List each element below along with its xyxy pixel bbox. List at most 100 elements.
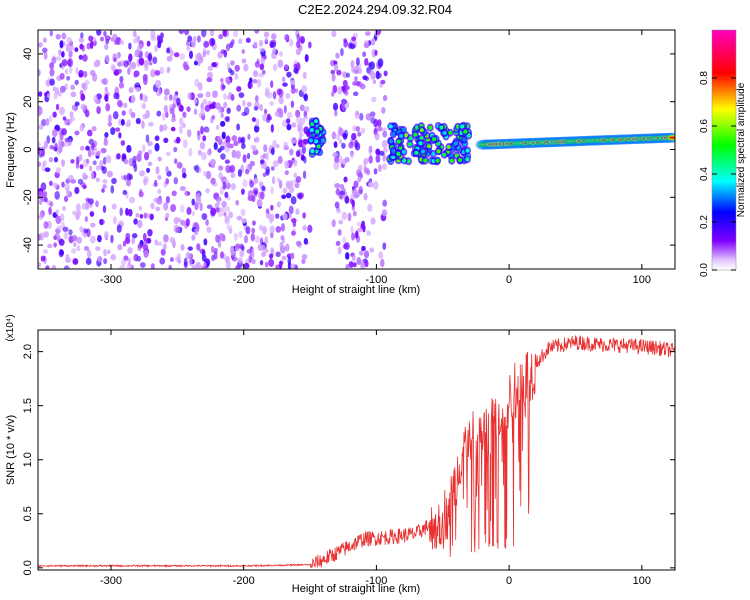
heatmap-cell bbox=[238, 230, 243, 238]
heatmap-cell bbox=[137, 43, 144, 50]
heatmap-cell bbox=[215, 234, 220, 243]
heatmap-cell bbox=[314, 119, 319, 124]
heatmap-cell bbox=[75, 203, 81, 212]
heatmap-cell bbox=[40, 118, 47, 127]
heatmap-cell bbox=[58, 145, 63, 153]
heatmap-cell bbox=[115, 127, 121, 132]
heatmap-cell bbox=[211, 115, 216, 120]
heatmap-cell bbox=[144, 151, 150, 161]
heatmap-cell bbox=[362, 75, 368, 81]
heatmap-cell bbox=[225, 206, 230, 213]
heatmap-cell bbox=[331, 73, 336, 82]
heatmap-cell bbox=[266, 91, 273, 99]
heatmap-cell bbox=[303, 156, 307, 164]
heatmap-cell bbox=[241, 49, 245, 54]
heatmap-cell bbox=[253, 41, 258, 48]
heatmap-cell bbox=[113, 57, 118, 63]
heatmap-cell bbox=[230, 247, 235, 256]
heatmap-cell bbox=[372, 180, 379, 190]
heatmap-cell bbox=[448, 130, 453, 135]
heatmap-cell bbox=[171, 117, 176, 123]
heatmap-cell bbox=[133, 70, 140, 77]
heatmap-cell bbox=[141, 144, 146, 153]
heatmap-cell bbox=[378, 251, 384, 260]
heatmap-cell bbox=[419, 128, 424, 133]
heatmap-cell bbox=[210, 177, 216, 185]
heatmap-cell bbox=[463, 129, 468, 134]
heatmap-cell bbox=[342, 132, 348, 139]
heatmap-cell bbox=[299, 117, 305, 126]
heatmap-cell bbox=[229, 164, 236, 173]
heatmap-cell bbox=[163, 104, 168, 114]
heatmap-cell bbox=[333, 161, 340, 171]
heatmap-cell bbox=[119, 207, 123, 216]
heatmap-cell bbox=[341, 142, 346, 149]
heatmap-cell bbox=[81, 202, 87, 211]
heatmap-cell bbox=[201, 30, 207, 38]
heatmap-cell bbox=[283, 141, 288, 149]
snr-series-line bbox=[38, 335, 675, 568]
heatmap-cell bbox=[219, 186, 224, 196]
heatmap-cell bbox=[154, 179, 158, 187]
heatmap-cell bbox=[375, 30, 382, 35]
heatmap-cell bbox=[88, 198, 94, 205]
heatmap-cell bbox=[133, 218, 138, 225]
heatmap-cell bbox=[89, 211, 95, 217]
heatmap-cell bbox=[378, 164, 382, 173]
heatmap-cell bbox=[230, 183, 236, 191]
heatmap-cell bbox=[230, 172, 236, 179]
heatmap-cell bbox=[59, 72, 65, 80]
heatmap-cell bbox=[197, 82, 203, 91]
heatmap-cell bbox=[80, 93, 86, 102]
y-tick-label: 2.0 bbox=[22, 344, 34, 359]
heatmap-cell bbox=[75, 66, 79, 75]
heatmap-cell bbox=[110, 37, 116, 42]
heatmap-cell bbox=[241, 100, 246, 107]
heatmap-cell bbox=[119, 264, 126, 269]
heatmap-cell bbox=[138, 205, 143, 211]
heatmap-cell bbox=[287, 256, 292, 266]
heatmap-cell bbox=[275, 251, 281, 258]
heatmap-cell bbox=[102, 205, 107, 214]
heatmap-cell bbox=[295, 176, 302, 184]
heatmap-cell bbox=[332, 102, 339, 111]
heatmap-cell bbox=[278, 180, 283, 189]
heatmap-cell bbox=[117, 61, 122, 67]
heatmap-cell bbox=[150, 202, 155, 210]
heatmap-cell bbox=[83, 70, 88, 78]
heatmap-cell bbox=[230, 94, 235, 101]
heatmap-cell bbox=[224, 191, 229, 199]
heatmap-cell bbox=[195, 261, 202, 269]
heatmap-cell bbox=[142, 244, 149, 251]
heatmap-cell bbox=[145, 109, 151, 119]
heatmap-cell bbox=[260, 57, 266, 65]
heatmap-cell bbox=[286, 111, 293, 119]
heatmap-cell bbox=[45, 265, 50, 269]
heatmap-cell bbox=[431, 151, 436, 156]
heatmap-cell bbox=[233, 140, 239, 147]
heatmap-cell bbox=[157, 188, 162, 195]
heatmap-cell bbox=[267, 113, 271, 119]
heatmap-cell bbox=[290, 196, 297, 205]
heatmap-cell bbox=[337, 86, 343, 95]
heatmap-cell bbox=[272, 47, 277, 55]
heatmap-cell bbox=[182, 122, 186, 129]
heatmap-cell bbox=[307, 224, 313, 233]
heatmap-region-signal-onset bbox=[307, 117, 327, 158]
heatmap-region-noise bbox=[330, 30, 388, 269]
heatmap-cell bbox=[65, 253, 70, 263]
heatmap-cell bbox=[105, 155, 112, 164]
heatmap-cell bbox=[371, 38, 376, 45]
heatmap-cell bbox=[280, 235, 285, 241]
heatmap-cell bbox=[344, 195, 350, 204]
heatmap-cell bbox=[465, 148, 470, 153]
heatmap-cell bbox=[270, 231, 274, 239]
heatmap-cell bbox=[442, 130, 447, 135]
heatmap-cell bbox=[435, 158, 440, 163]
heatmap-cell bbox=[93, 61, 100, 68]
heatmap-cell bbox=[191, 264, 197, 269]
heatmap-cell bbox=[59, 106, 66, 116]
heatmap-cell bbox=[276, 201, 282, 208]
heatmap-cell bbox=[170, 204, 177, 213]
heatmap-cell bbox=[132, 30, 137, 38]
